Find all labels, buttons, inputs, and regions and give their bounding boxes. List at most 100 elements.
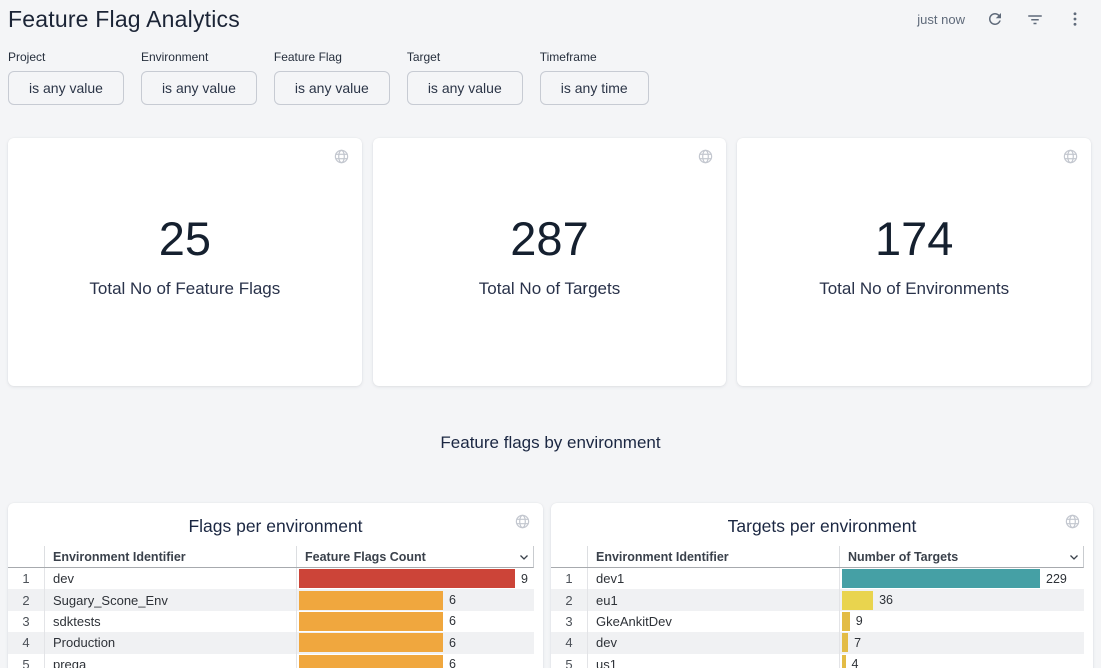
value-bar [842, 590, 874, 610]
value-bar [842, 633, 849, 653]
filter-label: Target [406, 50, 441, 64]
filter-target: Target is any value [406, 50, 523, 105]
value-cell[interactable]: 4 [840, 654, 1084, 668]
row-number: 2 [8, 589, 45, 611]
table-header-row: Environment Identifier Number of Targets [551, 546, 1084, 568]
value-label: 6 [449, 614, 456, 629]
globe-icon-wrap [514, 513, 531, 535]
flags-per-environment-card: Flags per environment Environment Identif… [8, 503, 543, 668]
table-row[interactable]: 1 dev 9 [8, 568, 534, 590]
value-cell[interactable]: 7 [840, 632, 1084, 653]
value-label: 9 [521, 571, 528, 586]
kpi-value: 287 [510, 212, 589, 265]
environment-cell[interactable]: preqa [45, 653, 297, 668]
value-bar [299, 633, 443, 653]
value-bar [299, 654, 443, 668]
filter-value-button[interactable]: is any time [539, 71, 649, 105]
filter-feature-flag: Feature Flag is any value [273, 50, 390, 105]
filter-button[interactable] [1019, 3, 1051, 35]
value-label: 9 [855, 614, 863, 629]
tables-row: Flags per environment Environment Identif… [8, 503, 1093, 668]
filter-project: Project is any value [8, 50, 124, 105]
row-number: 4 [8, 632, 45, 654]
row-number: 3 [551, 610, 588, 633]
row-number: 5 [551, 653, 588, 668]
environment-cell[interactable]: eu1 [588, 589, 840, 611]
value-label: 6 [449, 593, 456, 608]
filter-value-button[interactable]: is any value [140, 71, 257, 105]
table-row[interactable]: 5 preqa 6 [8, 653, 534, 668]
environment-cell[interactable]: dev1 [588, 568, 840, 590]
table-row[interactable]: 2 eu1 36 [551, 589, 1084, 611]
kpi-value: 174 [874, 212, 954, 265]
filter-label: Timeframe [539, 50, 597, 64]
globe-icon [334, 149, 348, 164]
more-menu-button[interactable] [1059, 3, 1091, 35]
filter-value-button[interactable]: is any value [273, 71, 390, 105]
globe-icon-wrap [1064, 513, 1081, 535]
globe-icon [699, 149, 713, 164]
environment-cell[interactable]: us1 [588, 653, 840, 668]
value-bar [842, 569, 1040, 589]
table-card-title: Targets per environment [727, 516, 917, 536]
table-row[interactable]: 5 us1 4 [551, 653, 1084, 668]
column-header-environment[interactable]: Environment Identifier [588, 546, 840, 567]
row-number: 4 [551, 632, 588, 654]
column-header-environment[interactable]: Environment Identifier [45, 546, 297, 567]
value-cell[interactable]: 9 [297, 568, 534, 589]
row-number: 1 [8, 568, 45, 590]
kpi-card-2: 174 Total No of Environments [737, 138, 1092, 386]
filter-timeframe: Timeframe is any time [539, 50, 649, 105]
value-label: 6 [449, 635, 456, 650]
environment-cell[interactable]: GkeAnkitDev [588, 610, 840, 633]
value-cell[interactable]: 6 [297, 654, 534, 668]
kebab-menu-icon [1073, 12, 1077, 26]
table-row[interactable]: 1 dev1 229 [551, 568, 1084, 590]
value-cell[interactable]: 6 [297, 611, 534, 632]
column-header-count[interactable]: Number of Targets [840, 546, 1083, 567]
table-row[interactable]: 3 sdktests 6 [8, 610, 534, 633]
value-cell[interactable]: 6 [297, 632, 534, 653]
table-header-row: Environment Identifier Feature Flags Coun… [8, 546, 534, 568]
value-bar [842, 654, 846, 668]
chevron-down-icon[interactable] [518, 551, 530, 563]
row-number: 2 [551, 589, 588, 611]
row-number-header [551, 546, 588, 567]
table-row[interactable]: 4 dev 7 [551, 632, 1084, 654]
table-card-title: Flags per environment [188, 516, 363, 536]
filter-value-button[interactable]: is any value [406, 71, 523, 105]
targets-per-environment-card: Targets per environment Environment Ident… [551, 503, 1093, 668]
globe-icon [1063, 149, 1078, 164]
environment-cell[interactable]: Sugary_Scone_Env [45, 589, 297, 611]
environment-cell[interactable]: dev [588, 632, 840, 654]
value-bar [299, 611, 443, 631]
row-number: 3 [8, 610, 45, 633]
environment-cell[interactable]: Production [45, 632, 297, 654]
column-header-count[interactable]: Feature Flags Count [297, 546, 533, 567]
value-bar [299, 569, 515, 589]
environment-cell[interactable]: dev [45, 568, 297, 590]
globe-icon-wrap [697, 148, 714, 170]
chevron-down-icon[interactable] [1068, 551, 1080, 563]
table-row[interactable]: 4 Production 6 [8, 632, 534, 654]
filter-label: Feature Flag [273, 50, 342, 64]
value-cell[interactable]: 9 [840, 611, 1084, 632]
value-cell[interactable]: 36 [840, 589, 1084, 610]
refresh-button[interactable] [979, 3, 1011, 35]
table-row[interactable]: 3 GkeAnkitDev 9 [551, 610, 1084, 633]
globe-icon-wrap [1062, 148, 1079, 170]
page-title: Feature Flag Analytics [8, 5, 240, 32]
environment-cell[interactable]: sdktests [45, 610, 297, 633]
value-label: 7 [854, 635, 862, 650]
refresh-icon [989, 13, 1001, 25]
value-cell[interactable]: 229 [840, 568, 1084, 589]
table-row[interactable]: 2 Sugary_Scone_Env 6 [8, 589, 534, 611]
globe-icon-wrap [333, 148, 350, 170]
row-number: 1 [551, 568, 588, 590]
value-cell[interactable]: 6 [297, 589, 534, 610]
filter-value-button[interactable]: is any value [8, 71, 124, 105]
value-label: 4 [851, 657, 859, 668]
kpi-card-0: 25 Total No of Feature Flags [8, 138, 362, 386]
row-number-header [8, 546, 45, 567]
globe-icon [515, 514, 530, 529]
